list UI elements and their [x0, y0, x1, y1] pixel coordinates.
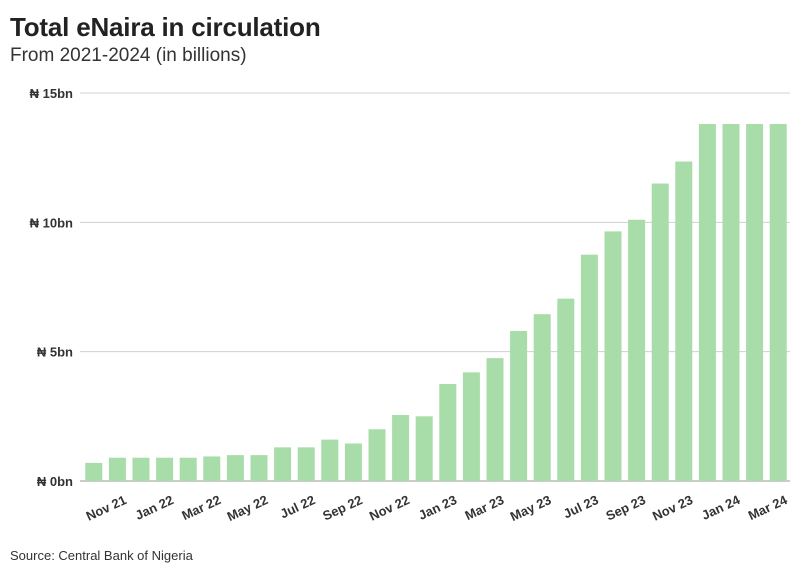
bar — [651, 183, 669, 482]
bar — [604, 231, 622, 481]
bar — [675, 161, 693, 481]
bar — [628, 219, 646, 481]
x-tick-label: Mar 24 — [746, 492, 790, 523]
bar — [250, 455, 268, 481]
bar — [156, 457, 174, 481]
x-tick-label: May 22 — [225, 492, 271, 524]
y-tick-label: ₦ 10bn — [30, 215, 73, 230]
x-tick-label: Jul 22 — [278, 492, 318, 521]
x-tick-label: Mar 22 — [179, 492, 223, 523]
bar — [203, 456, 221, 481]
x-tick-label: Mar 23 — [463, 492, 507, 523]
source-note: Source: Central Bank of Nigeria — [10, 548, 193, 563]
grid-lines — [80, 92, 790, 482]
bar — [698, 124, 716, 481]
x-tick-label: Jan 22 — [133, 492, 176, 523]
chart-subtitle: From 2021-2024 (in billions) — [10, 45, 247, 66]
bar — [85, 462, 103, 481]
bar — [274, 447, 292, 481]
bar — [722, 124, 740, 481]
bar — [226, 455, 244, 481]
bar — [368, 429, 386, 481]
x-tick-label: Nov 21 — [84, 492, 129, 524]
bar — [179, 457, 197, 481]
y-tick-label: ₦ 5bn — [37, 345, 73, 360]
chart-title: Total eNaira in circulation — [10, 12, 321, 42]
bar — [415, 416, 433, 481]
x-tick-label: Sep 22 — [320, 492, 364, 523]
y-tick-label: ₦ 0bn — [37, 474, 73, 489]
bar — [108, 457, 126, 481]
x-tick-label: Sep 23 — [604, 492, 648, 523]
x-tick-label: May 23 — [508, 492, 554, 524]
x-tick-label: Jan 23 — [416, 492, 459, 523]
bar — [344, 443, 362, 481]
bar — [462, 372, 480, 481]
x-tick-label: Jan 24 — [699, 492, 743, 523]
bar — [580, 254, 598, 481]
y-axis-ticks: ₦ 0bn ₦ 5bn ₦ 10bn ₦ 15bn — [30, 86, 73, 489]
bar — [297, 447, 315, 481]
bars — [85, 124, 787, 482]
x-axis-ticks: Nov 21 Jan 22 Mar 22 May 22 Jul 22 Sep 22 Nov … — [84, 492, 790, 524]
x-tick-label: Nov 23 — [650, 492, 695, 524]
bar — [132, 457, 150, 481]
bar — [769, 124, 787, 481]
bar — [557, 298, 575, 481]
y-tick-label: ₦ 15bn — [30, 86, 73, 101]
x-tick-label: Nov 22 — [367, 492, 412, 524]
bar — [486, 358, 504, 481]
bar — [510, 330, 528, 481]
bar — [392, 415, 410, 481]
bar — [746, 124, 764, 481]
bar — [439, 384, 457, 481]
x-tick-label: Jul 23 — [561, 492, 601, 521]
bar — [321, 439, 339, 481]
bar — [533, 314, 551, 481]
